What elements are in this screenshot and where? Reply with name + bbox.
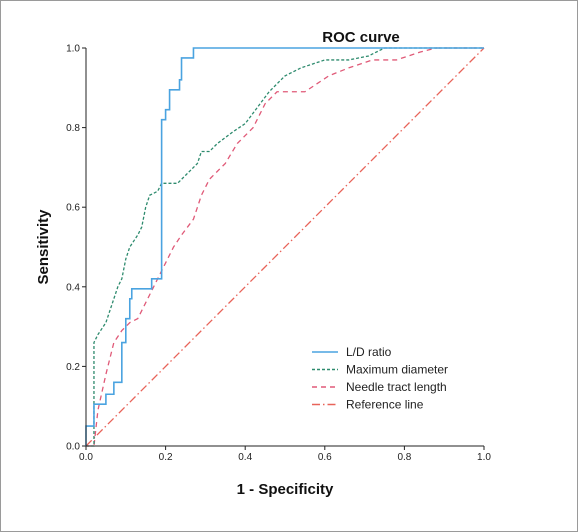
tick-layer: 0.0 0.2 0.4 0.6 0.8 1.0 0.0 0.2 0.4 0.6 0.8 1.0 xyxy=(66,44,491,464)
x-tick-label: 0.6 xyxy=(318,452,332,463)
y-tick-label: 0.4 xyxy=(66,282,80,293)
legend: L/D ratio Maximum diameter Needle tract le… xyxy=(312,345,448,412)
series-line-reference-line xyxy=(85,47,485,447)
y-tick-label: 1.0 xyxy=(66,44,80,55)
legend-label: Reference line xyxy=(346,398,424,412)
x-tick-label: 0.2 xyxy=(159,452,173,463)
series-line-l-d-ratio xyxy=(85,47,484,446)
x-tick-label: 1.0 xyxy=(477,452,491,463)
plot-area xyxy=(85,47,485,447)
x-tick-label: 0.0 xyxy=(79,452,93,463)
y-tick-label: 0.6 xyxy=(66,203,80,214)
y-axis-title: Sensitivity xyxy=(35,209,52,285)
legend-label: Maximum diameter xyxy=(346,363,448,377)
x-axis-title: 1 - Specificity xyxy=(237,481,334,498)
legend-label: Needle tract length xyxy=(346,380,447,394)
y-tick-label: 0.2 xyxy=(66,362,80,373)
y-tick-label: 0.8 xyxy=(66,123,80,134)
y-tick-label: 0.0 xyxy=(66,442,80,453)
legend-label: L/D ratio xyxy=(346,345,392,359)
x-tick-label: 0.8 xyxy=(397,452,411,463)
x-tick-label: 0.4 xyxy=(238,452,252,463)
chart-title: ROC curve xyxy=(322,29,400,46)
series-line-needle-tract-length xyxy=(86,47,484,447)
series-line-maximum-diameter xyxy=(86,47,484,447)
